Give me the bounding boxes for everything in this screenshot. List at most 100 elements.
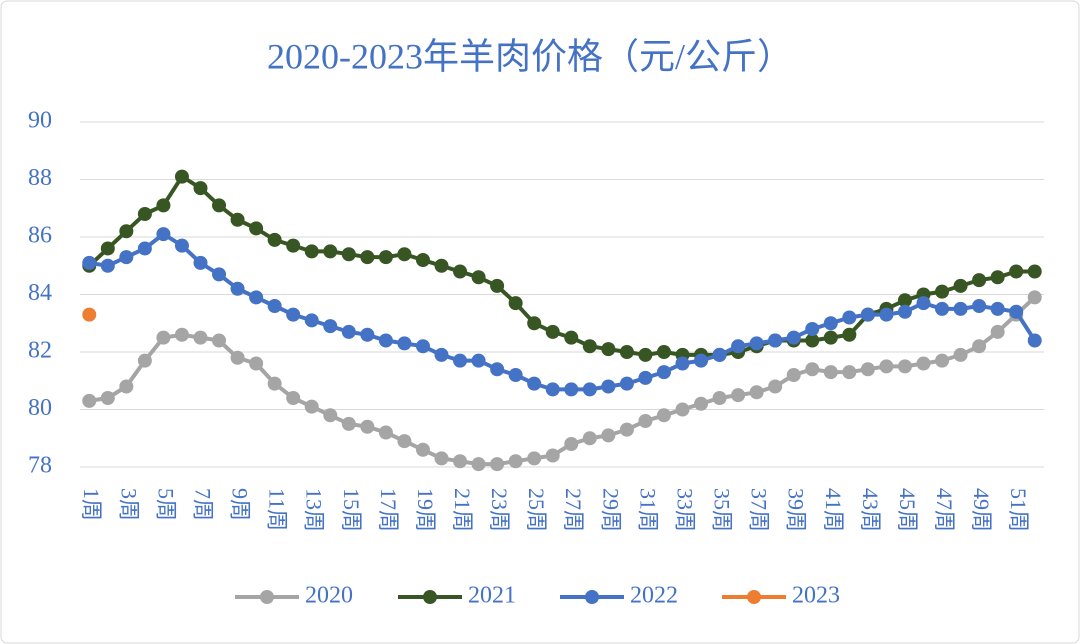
- data-point: [638, 347, 653, 362]
- data-point: [156, 227, 171, 242]
- data-point: [360, 250, 375, 265]
- data-point: [174, 327, 189, 342]
- x-tick-label: 13周: [302, 488, 327, 532]
- data-point: [378, 250, 393, 265]
- data-point: [749, 336, 764, 351]
- x-tick-label: 39周: [784, 488, 809, 532]
- data-point: [805, 322, 820, 336]
- data-point: [545, 448, 560, 463]
- data-point: [267, 232, 282, 247]
- data-point: [972, 339, 987, 354]
- data-point: [341, 247, 356, 262]
- data-point: [397, 336, 412, 351]
- x-tick-label: 7周: [190, 488, 215, 521]
- data-point: [415, 253, 430, 267]
- data-point: [916, 296, 931, 311]
- x-tick-label: 33周: [672, 488, 697, 532]
- data-point: [656, 345, 671, 359]
- x-tick-label: 51周: [1006, 488, 1031, 532]
- legend-label: 2020: [305, 583, 353, 609]
- x-tick-label: 9周: [228, 488, 253, 521]
- data-point: [137, 207, 152, 221]
- x-tick-label: 21周: [450, 488, 475, 532]
- data-point: [378, 333, 393, 348]
- legend-marker: [747, 590, 761, 604]
- data-point: [582, 431, 597, 446]
- data-point: [212, 198, 227, 213]
- data-point: [1027, 264, 1042, 279]
- data-point: [453, 264, 468, 279]
- data-point: [286, 307, 301, 322]
- x-tick-label: 41周: [821, 488, 846, 532]
- data-point: [842, 365, 857, 380]
- data-point: [619, 422, 634, 437]
- x-tick-label: 37周: [747, 488, 772, 532]
- data-point: [897, 359, 912, 374]
- data-point: [119, 250, 134, 265]
- legend-marker: [423, 590, 437, 604]
- data-point: [582, 382, 597, 397]
- data-point: [656, 408, 671, 423]
- data-point: [972, 273, 987, 288]
- data-point: [490, 362, 505, 377]
- chart-title: 2020-2023年羊肉价格（元/公斤）: [267, 36, 793, 76]
- x-tick-label: 11周: [265, 488, 290, 531]
- y-tick-label: 90: [28, 108, 52, 134]
- data-point: [508, 368, 523, 382]
- data-point: [675, 356, 690, 371]
- data-point: [249, 290, 264, 305]
- data-point: [675, 402, 690, 417]
- data-point: [860, 307, 875, 322]
- x-tick-label: 19周: [413, 488, 438, 532]
- series-line: [87, 174, 1035, 357]
- data-point: [212, 267, 227, 282]
- data-point: [990, 324, 1005, 339]
- data-point: [360, 327, 375, 342]
- data-point: [1027, 290, 1042, 305]
- data-point: [434, 451, 449, 466]
- data-point: [434, 347, 449, 362]
- data-point: [749, 385, 764, 400]
- data-point: [990, 301, 1005, 316]
- data-point: [990, 270, 1005, 285]
- data-point: [601, 428, 616, 443]
- data-point: [453, 454, 468, 469]
- x-tick-label: 23周: [487, 488, 512, 532]
- data-point: [100, 241, 115, 256]
- data-point: [731, 388, 746, 403]
- y-tick-label: 80: [28, 395, 52, 421]
- data-point: [619, 376, 634, 391]
- data-point: [860, 362, 875, 377]
- data-point: [323, 408, 338, 423]
- data-point: [916, 356, 931, 371]
- data-point: [304, 244, 319, 259]
- data-point: [415, 339, 430, 354]
- data-point: [842, 327, 857, 342]
- data-point: [267, 299, 282, 313]
- data-point: [286, 391, 301, 405]
- data-point: [731, 339, 746, 354]
- data-point: [768, 379, 783, 394]
- data-point: [212, 333, 227, 348]
- data-point: [601, 342, 616, 357]
- legend-label: 2021: [468, 583, 516, 609]
- data-point: [842, 310, 857, 325]
- data-point: [156, 330, 171, 345]
- data-point: [193, 181, 208, 196]
- series-line: [88, 232, 1037, 392]
- data-point: [527, 451, 542, 466]
- x-tick-label: 45周: [895, 488, 920, 532]
- data-point: [508, 454, 523, 469]
- data-point: [1027, 333, 1042, 348]
- x-tick-label: 35周: [710, 488, 735, 532]
- legend-label: 2022: [630, 583, 678, 609]
- data-point: [786, 368, 801, 382]
- data-point: [137, 353, 152, 368]
- data-point: [953, 278, 968, 293]
- data-point: [656, 365, 671, 380]
- data-point: [694, 396, 709, 411]
- data-point: [378, 425, 393, 440]
- data-point: [935, 284, 950, 299]
- data-point: [694, 353, 709, 368]
